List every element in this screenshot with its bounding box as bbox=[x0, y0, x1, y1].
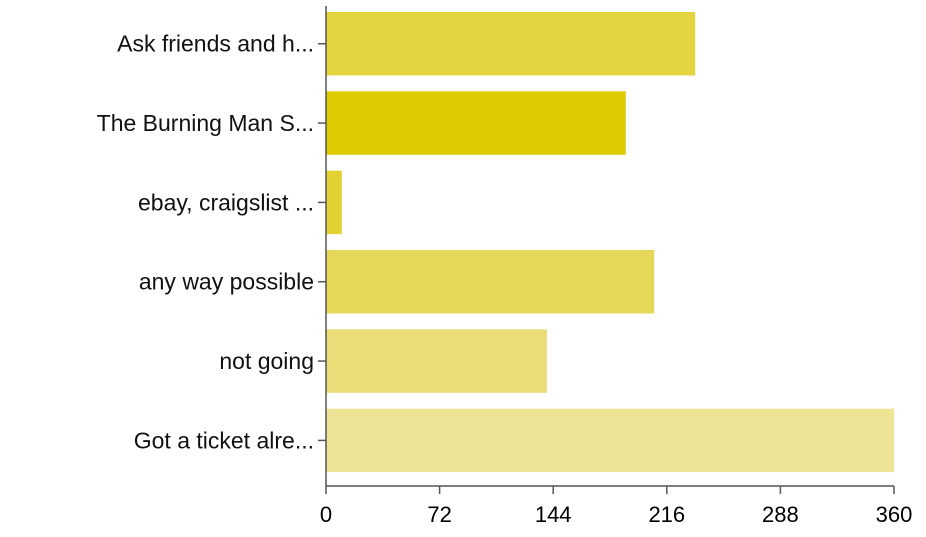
x-tick-label-0: 0 bbox=[320, 502, 332, 527]
x-tick-label-5: 360 bbox=[876, 502, 913, 527]
x-tick-label-4: 288 bbox=[762, 502, 799, 527]
category-label-0: Ask friends and h... bbox=[117, 31, 314, 57]
bar-3 bbox=[326, 250, 655, 314]
bar-5 bbox=[326, 408, 894, 473]
category-label-1: The Burning Man S... bbox=[97, 110, 314, 136]
x-tick-label-3: 216 bbox=[648, 502, 685, 527]
bar-2 bbox=[326, 170, 342, 235]
bar-0 bbox=[326, 12, 696, 76]
category-label-4: not going bbox=[219, 348, 314, 374]
category-label-3: any way possible bbox=[139, 269, 314, 295]
bar-1 bbox=[326, 91, 626, 155]
bar-4 bbox=[326, 329, 547, 393]
category-label-5: Got a ticket alre... bbox=[134, 427, 314, 453]
bars bbox=[326, 12, 894, 473]
x-tick-label-2: 144 bbox=[535, 502, 572, 527]
category-labels: Ask friends and h... The Burning Man S...… bbox=[97, 31, 326, 453]
x-tick-label-1: 72 bbox=[427, 502, 451, 527]
x-ticks: 0 72 144 216 288 360 bbox=[320, 486, 912, 527]
category-label-2: ebay, craigslist ... bbox=[138, 189, 314, 215]
